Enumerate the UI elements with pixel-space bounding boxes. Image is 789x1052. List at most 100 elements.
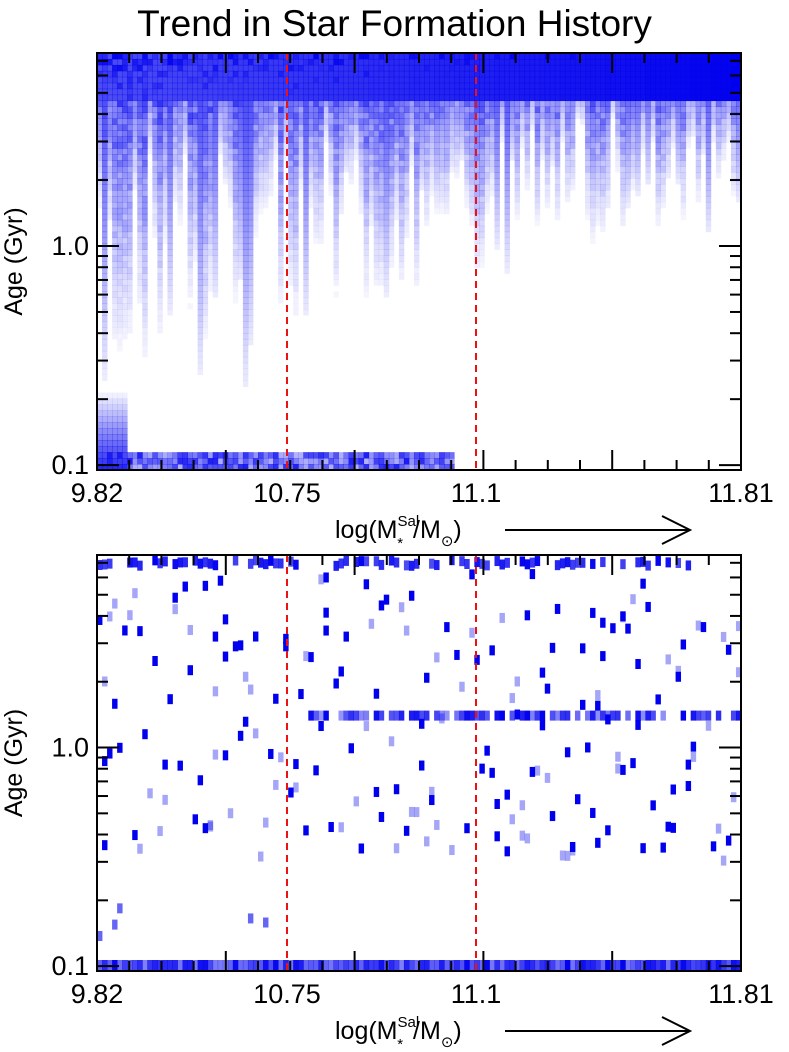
heatmap-cell [524,100,531,108]
heatmap-cell [247,190,254,197]
heatmap-cell [730,106,737,113]
heatmap-cell [192,58,199,66]
heatmap-cell [353,112,360,119]
heatmap-cell [258,82,264,90]
heatmap-cell [227,64,234,72]
heatmap-cell [479,201,485,209]
heatmap-cell [439,195,445,203]
heatmap-cell [549,154,556,161]
heatmap-cell [514,136,521,143]
heatmap-cell [368,106,375,113]
heatmap-cell [142,315,148,322]
heatmap-cell [97,392,103,399]
heatmap-cell [197,112,204,119]
heatmap-cell [137,249,143,256]
heatmap-cell [580,557,586,568]
heatmap-cell [429,172,435,179]
heatmap-cell [353,64,360,72]
heatmap-cell [590,82,596,90]
heatmap-cell [303,154,309,161]
heatmap-cell [247,558,254,569]
heatmap-cell [710,76,717,84]
heatmap-cell [232,261,239,268]
heatmap-cell [504,557,510,568]
heatmap-cell [152,58,158,66]
heatmap-cell [318,237,324,245]
heatmap-cell [102,261,108,268]
heatmap-cell [107,428,113,435]
heatmap-cell [373,273,380,280]
heatmap-cell [439,458,445,465]
heatmap-cell [172,190,178,197]
heatmap-cell [569,166,576,173]
heatmap-cell [333,190,339,197]
heatmap-cell [237,730,244,741]
heatmap-cell [107,136,113,143]
heatmap-cell [157,195,163,203]
heatmap-cell [655,64,661,72]
heatmap-cell [559,710,566,721]
heatmap-cell [534,76,541,84]
heatmap-cell [489,106,495,113]
heatmap-cell [102,160,108,167]
heatmap-cell [524,142,531,149]
heatmap-cell [373,136,380,143]
heatmap-cell [237,142,244,149]
heatmap-cell [569,841,576,852]
heatmap-cell [388,166,395,173]
heatmap-cell [247,76,254,84]
heatmap-cell [534,130,541,137]
heatmap-cell [127,100,133,108]
heatmap-cell [680,64,687,72]
heatmap-cell [167,267,173,274]
heatmap-cell [227,160,234,167]
heatmap-cell [585,184,591,191]
heatmap-cell [182,142,188,149]
heatmap-cell [514,213,521,221]
heatmap-cell [187,190,193,197]
heatmap-cell [187,76,193,84]
heatmap-cell [97,464,103,471]
heatmap-cell [288,787,294,798]
heatmap-cell [167,285,173,292]
heatmap-cell [303,106,309,113]
heatmap-cell [142,148,148,155]
heatmap-cell [373,255,380,262]
heatmap-cell [600,710,606,721]
x-tick-label: 9.82 [71,979,124,1009]
heatmap-cell [258,452,264,459]
heatmap-cell [383,273,390,280]
heatmap-cell [102,130,108,137]
heatmap-cell [730,70,737,78]
heatmap-cell [333,291,339,298]
heatmap-cell [489,148,495,155]
heatmap-cell [439,166,445,173]
heatmap-cell [152,656,158,666]
heatmap-cell [695,70,702,78]
heatmap-cell [484,100,490,108]
heatmap-cell [580,70,586,78]
heatmap-cell [157,960,163,970]
heatmap-cell [172,160,178,167]
heatmap-cell [283,130,289,137]
heatmap-cell [142,184,148,191]
heatmap-cell [122,960,128,970]
heatmap-cell [192,464,199,471]
heatmap-cell [585,178,591,185]
heatmap-cell [413,213,420,221]
heatmap-cell [207,464,214,471]
heatmap-cell [625,190,631,197]
heatmap-cell [268,452,274,459]
heatmap-cell [620,160,626,167]
heatmap-cell [489,94,495,102]
heatmap-cell [474,960,480,970]
heatmap-cell [554,58,561,66]
heatmap-cell [464,76,470,84]
heatmap-cell [393,76,400,84]
heatmap-cell [620,142,626,149]
heatmap-cell [252,58,259,66]
heatmap-cell [283,70,289,78]
heatmap-cell [454,53,460,60]
heatmap-cell [258,195,264,203]
heatmap-cell [403,130,410,137]
